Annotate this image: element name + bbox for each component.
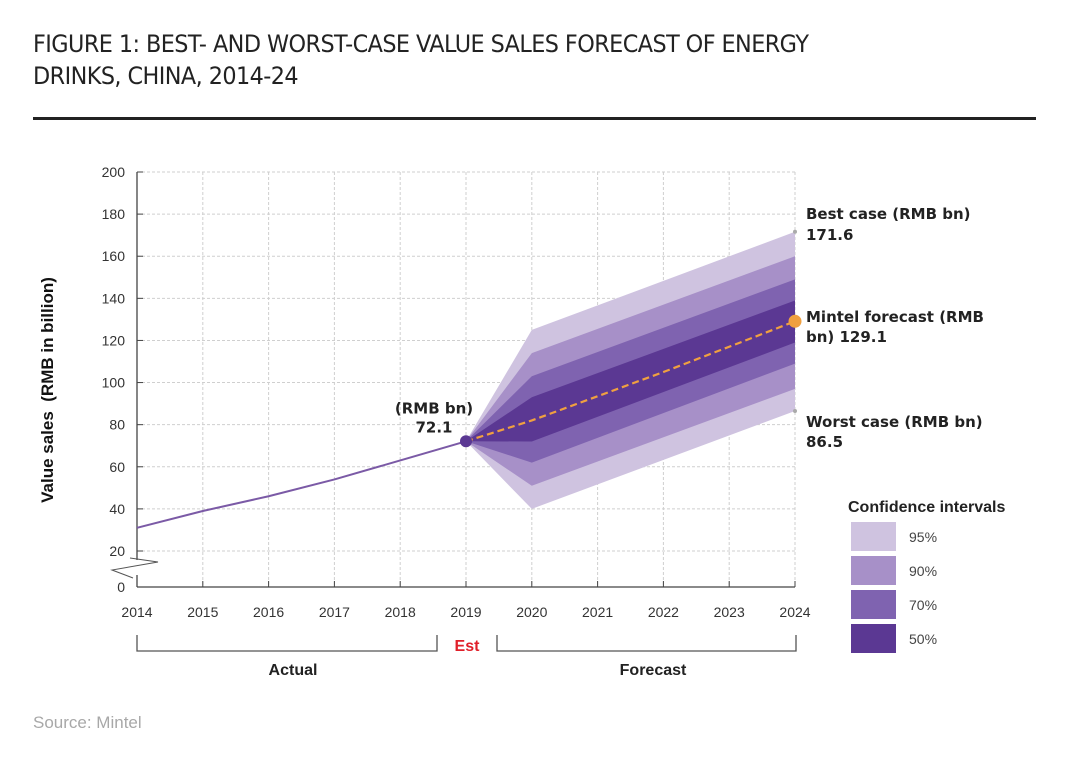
worst-case-marker bbox=[793, 408, 797, 413]
est-label: Est bbox=[455, 638, 481, 655]
source-note: Source: Mintel bbox=[33, 713, 142, 732]
est-point-marker bbox=[460, 435, 472, 448]
worst-case-label: Worst case (RMB bn) bbox=[806, 413, 983, 431]
forecast-period-label: Forecast bbox=[620, 662, 687, 679]
chart-title-line-2: DRINKS, CHINA, 2014-24 bbox=[33, 62, 299, 90]
series-line-mintel-forecast bbox=[465, 320, 796, 443]
y-tick-label: 200 bbox=[102, 164, 126, 180]
legend-swatch-90pct bbox=[851, 556, 896, 585]
best-case-marker bbox=[793, 229, 797, 234]
worst-case-value: 86.5 bbox=[806, 433, 843, 451]
est-annotation-line-1: (RMB bn) bbox=[395, 399, 473, 417]
y-tick-label: 80 bbox=[109, 417, 125, 433]
x-tick-label: 2021 bbox=[582, 604, 613, 620]
x-tick-label: 2018 bbox=[385, 604, 416, 620]
y-tick-label: 20 bbox=[109, 543, 125, 559]
legend: 95% 90% 70% 50% bbox=[851, 522, 937, 653]
x-tick-label: 2024 bbox=[779, 604, 810, 620]
actual-label: Actual bbox=[269, 662, 318, 679]
legend-label-90pct: 90% bbox=[909, 563, 937, 579]
best-case-value: 171.6 bbox=[806, 226, 853, 244]
y-tick-label: 100 bbox=[102, 375, 126, 391]
y-axis-label: Value sales (RMB in billion) bbox=[38, 277, 57, 503]
y-tick-label: 140 bbox=[102, 290, 126, 306]
title-divider bbox=[33, 117, 1036, 120]
x-tick-label: 2020 bbox=[516, 604, 547, 620]
legend-title: Confidence intervals bbox=[848, 499, 1005, 516]
confidence-band-50pct bbox=[466, 300, 795, 442]
chart-title: FIGURE 1: BEST- AND WORST-CASE VALUE SAL… bbox=[33, 28, 963, 92]
forecast-label: Mintel forecast (RMB bbox=[806, 308, 984, 326]
legend-swatch-70pct bbox=[851, 590, 896, 619]
x-tick-label: 2015 bbox=[187, 604, 218, 620]
axis-break-icon bbox=[110, 557, 159, 579]
confidence-bands bbox=[466, 231, 795, 509]
legend-swatch-50pct bbox=[851, 624, 896, 653]
x-tick-label: 2014 bbox=[121, 604, 152, 620]
y-tick-label: 60 bbox=[109, 459, 125, 475]
chart-title-line-1: FIGURE 1: BEST- AND WORST-CASE VALUE SAL… bbox=[33, 30, 809, 58]
est-annotation-value: 72.1 bbox=[415, 418, 452, 436]
y-tick-label: 40 bbox=[109, 501, 125, 517]
forecast-bracket bbox=[496, 635, 797, 652]
y-tick-label: 0 bbox=[117, 579, 125, 595]
x-tick-label: 2019 bbox=[450, 604, 481, 620]
series-lines bbox=[136, 229, 802, 529]
y-tick-label: 180 bbox=[102, 206, 126, 222]
x-tick-label: 2022 bbox=[648, 604, 679, 620]
best-case-label: Best case (RMB bn) bbox=[806, 205, 971, 223]
legend-swatch-95pct bbox=[851, 522, 896, 551]
axes bbox=[110, 171, 796, 588]
actual-bracket bbox=[136, 635, 438, 652]
forecast-end-marker bbox=[788, 314, 802, 328]
forecast-value: bn) 129.1 bbox=[806, 328, 887, 346]
x-tick-label: 2016 bbox=[253, 604, 284, 620]
x-tick-label: 2017 bbox=[319, 604, 350, 620]
x-tick-label: 2023 bbox=[714, 604, 745, 620]
legend-label-95pct: 95% bbox=[909, 529, 937, 545]
series-line-actual bbox=[136, 440, 467, 529]
y-tick-label: 160 bbox=[102, 248, 126, 264]
y-tick-label: 120 bbox=[102, 332, 126, 348]
tick-labels: 0 20 40 60 80 100 120 140 160 180 200 2014 2015 2016 2… bbox=[102, 164, 811, 620]
legend-label-70pct: 70% bbox=[909, 597, 937, 613]
legend-label-50pct: 50% bbox=[909, 631, 937, 647]
